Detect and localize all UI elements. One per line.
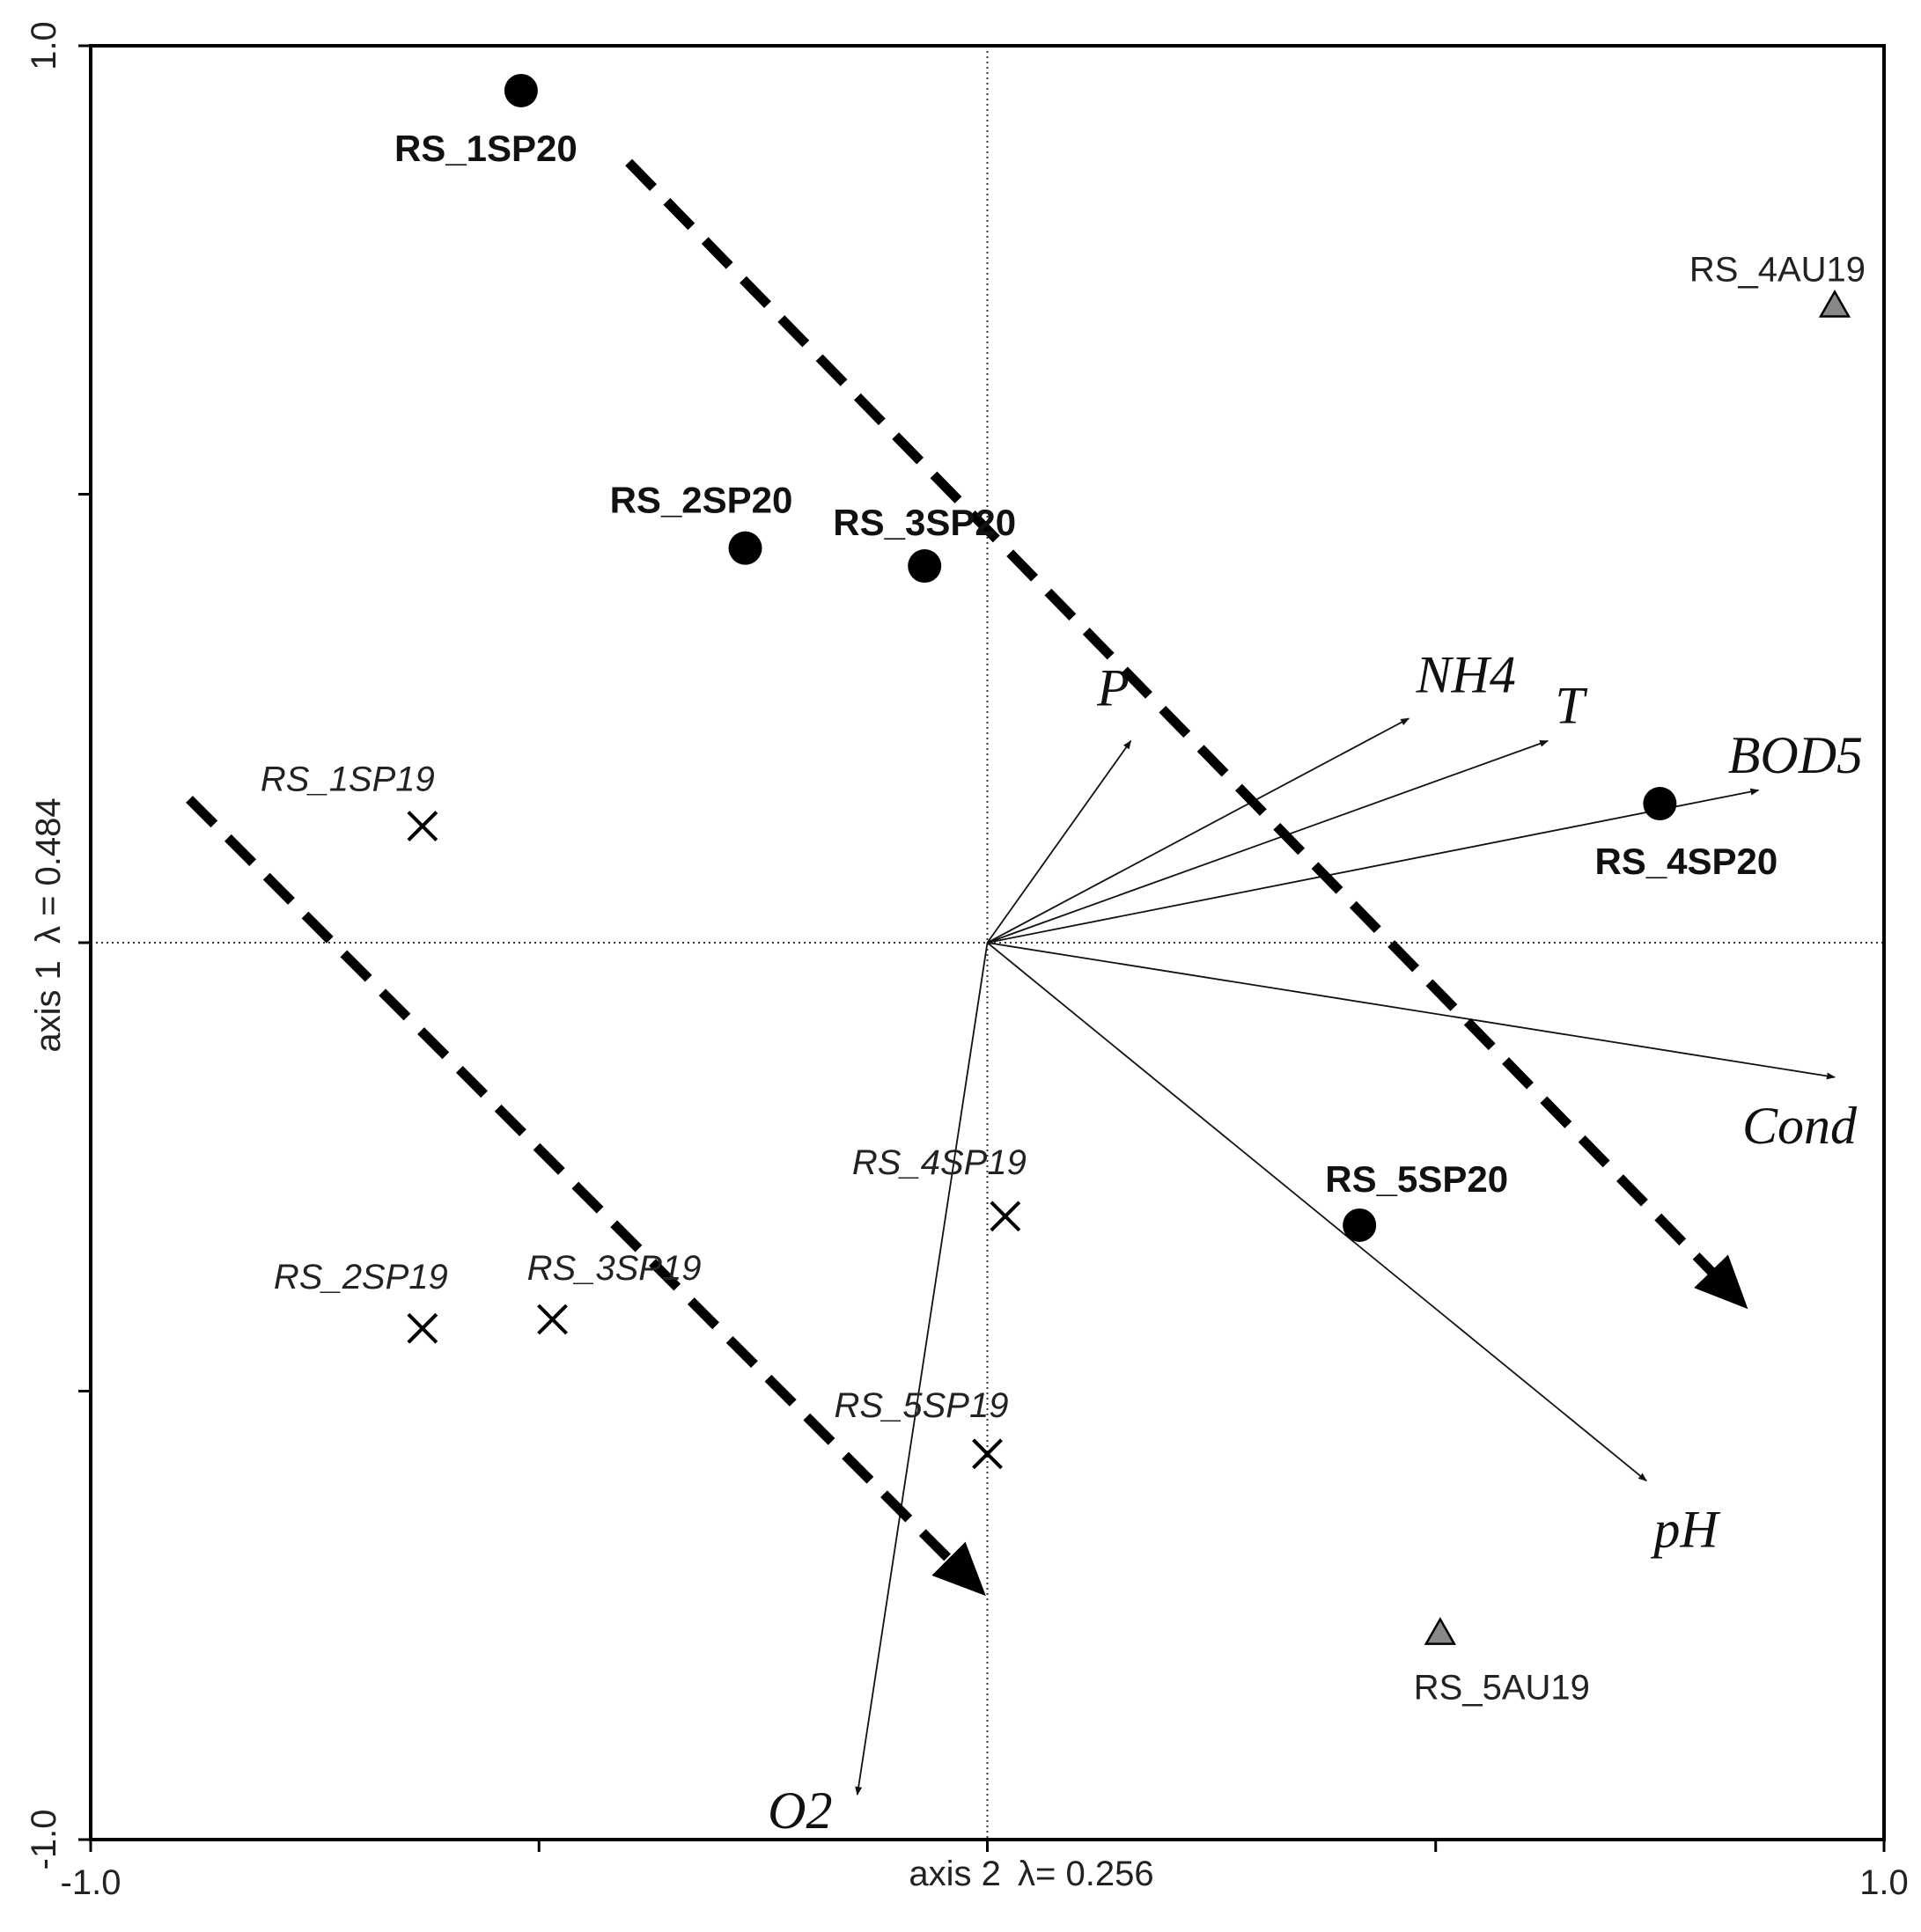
x-axis-title-prefix: axis 2 — [909, 1855, 1001, 1893]
point-rs-2sp19 — [407, 1312, 438, 1344]
y-axis-title-prefix: axis 1 — [29, 960, 68, 1053]
cross-stroke — [972, 1438, 1003, 1470]
env-label-bod5: BOD5 — [1728, 726, 1863, 784]
y-tick-label: 1.0 — [25, 21, 63, 70]
point-rs-1sp20 — [504, 73, 538, 107]
env-label-o2: O2 — [768, 1781, 832, 1840]
y-axis-title-lambda: λ = 0.484 — [29, 797, 68, 944]
point-label-rs-4sp19: RS_4SP19 — [852, 1143, 1027, 1182]
point-rs-1sp19 — [407, 811, 438, 841]
env-vector-p — [986, 739, 1132, 944]
point-label-rs-1sp19: RS_1SP19 — [261, 760, 435, 799]
point-label-rs-5au19: RS_5AU19 — [1414, 1669, 1590, 1708]
point-label-rs-4sp20: RS_4SP20 — [1594, 841, 1777, 882]
point-rs-4sp20 — [1643, 787, 1677, 821]
env-vector-bod5 — [987, 788, 1760, 944]
point-label-rs-3sp19: RS_3SP19 — [527, 1249, 702, 1288]
env-vector-nh4 — [987, 717, 1410, 944]
x-axis-title-lambda: λ= 0.256 — [1018, 1855, 1154, 1893]
x-tick-label: -1.0 — [61, 1863, 121, 1902]
point-rs-4au19 — [1818, 289, 1851, 318]
env-vector-ph — [986, 942, 1647, 1482]
point-rs-5sp19 — [972, 1438, 1003, 1470]
point-label-rs-2sp19: RS_2SP19 — [274, 1258, 448, 1297]
x-axis-title: axis 2 λ= 0.256 — [909, 1855, 1153, 1893]
y-axis-title: axis 1 λ = 0.484 — [29, 797, 68, 1052]
environment-vectors: P NH4 T BOD5 Cond pH O2 — [768, 645, 1863, 1840]
env-label-t: T — [1555, 677, 1587, 735]
zero-gridlines — [91, 46, 1884, 1840]
point-rs-3sp20 — [908, 549, 942, 584]
cross-stroke — [990, 1201, 1021, 1232]
point-label-rs-4au19: RS_4AU19 — [1689, 251, 1866, 290]
point-rs-2sp20 — [728, 531, 762, 565]
trend-arrow-2 — [186, 796, 986, 1597]
env-vector-t — [987, 739, 1549, 944]
point-rs-5au19 — [1424, 1617, 1456, 1645]
point-label-rs-5sp19: RS_5SP19 — [835, 1386, 1009, 1425]
point-rs-3sp19 — [537, 1304, 568, 1335]
cross-stroke — [407, 811, 438, 841]
cross-stroke — [537, 1304, 568, 1335]
axis-labels: axis 2 λ= 0.256 axis 1 λ = 0.484 -1.0 1.0… — [25, 21, 1909, 1902]
env-label-p: P — [1096, 659, 1130, 717]
point-rs-5sp20 — [1343, 1208, 1377, 1242]
point-rs-4sp19 — [990, 1201, 1021, 1232]
point-label-rs-5sp20: RS_5SP20 — [1325, 1158, 1508, 1200]
y-tick-label: -1.0 — [25, 1810, 63, 1870]
point-label-rs-3sp20: RS_3SP20 — [833, 502, 1016, 543]
sample-points: RS_1SP20 RS_2SP20 RS_3SP20 RS_4SP20 RS_5SP20… — [261, 73, 1866, 1708]
plot-frame — [78, 44, 1886, 1852]
x-tick-label: 1.0 — [1859, 1863, 1909, 1902]
point-label-rs-2sp20: RS_2SP20 — [610, 480, 793, 521]
env-label-cond: Cond — [1742, 1097, 1858, 1155]
cross-stroke — [407, 1312, 438, 1344]
env-label-nh4: NH4 — [1416, 645, 1516, 703]
env-vector-o2 — [855, 942, 989, 1796]
trend-arrows — [186, 158, 1748, 1597]
env-vector-cond — [987, 942, 1836, 1080]
point-label-rs-1sp20: RS_1SP20 — [394, 128, 578, 169]
env-label-ph: pH — [1650, 1500, 1721, 1558]
trend-arrow-1 — [625, 158, 1748, 1310]
